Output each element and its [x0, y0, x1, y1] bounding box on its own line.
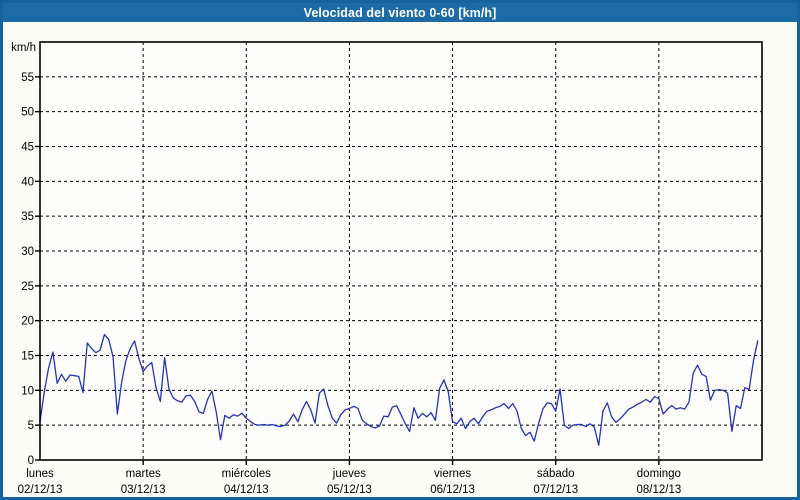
- y-tick-label: 50: [21, 107, 34, 119]
- chart-title: Velocidad del viento 0-60 [km/h]: [303, 5, 497, 20]
- x-day-name-label: lunes: [26, 468, 54, 480]
- x-day-date-label: 06/12/13: [430, 484, 475, 496]
- x-day-date-label: 07/12/13: [533, 484, 578, 496]
- x-day-date-label: 04/12/13: [224, 484, 269, 496]
- x-day-name-label: martes: [126, 468, 161, 480]
- y-tick-label: 0: [28, 455, 34, 467]
- grid-lines: [40, 42, 762, 460]
- wind-speed-line: [39, 333, 759, 447]
- y-tick-label: 55: [21, 72, 34, 84]
- chart-area: km/h 0 5 10 15 20 25 30 35 40 45 50 55 lunes 02/12/1…: [3, 22, 797, 497]
- wind-speed-chart: km/h 0 5 10 15 20 25 30 35 40 45 50 55 lunes 02/12/1…: [11, 41, 763, 496]
- x-day-name-label: viernes: [434, 468, 471, 480]
- chart-title-bar: Velocidad del viento 0-60 [km/h]: [3, 3, 797, 22]
- x-day-date-label: 03/12/13: [121, 484, 166, 496]
- x-axis-day-labels: lunes 02/12/13 martes 03/12/13 miércoles 04/1…: [18, 468, 682, 496]
- x-day-name-label: sábado: [537, 468, 575, 480]
- y-tick-label: 5: [28, 420, 34, 432]
- x-day-date-label: 05/12/13: [327, 484, 372, 496]
- y-tick-label: 40: [21, 176, 34, 188]
- x-day-date-label: 08/12/13: [636, 484, 681, 496]
- y-tick-label: 20: [21, 316, 34, 328]
- axis-ticks: [35, 76, 660, 465]
- y-tick-label: 15: [21, 351, 34, 363]
- y-tick-label: 25: [21, 281, 34, 293]
- y-tick-label: 30: [21, 246, 34, 258]
- x-day-name-label: miércoles: [222, 468, 271, 480]
- wind-speed-series: [39, 333, 759, 447]
- y-tick-label: 35: [21, 211, 34, 223]
- x-day-date-label: 02/12/13: [18, 484, 63, 496]
- y-axis-unit-label: km/h: [11, 42, 36, 54]
- x-day-name-label: jueves: [332, 468, 366, 480]
- y-tick-label: 10: [21, 385, 34, 397]
- y-axis-tick-labels: 0 5 10 15 20 25 30 35 40 45 50 55: [21, 72, 34, 467]
- y-tick-label: 45: [21, 142, 34, 154]
- x-day-name-label: domingo: [637, 468, 681, 480]
